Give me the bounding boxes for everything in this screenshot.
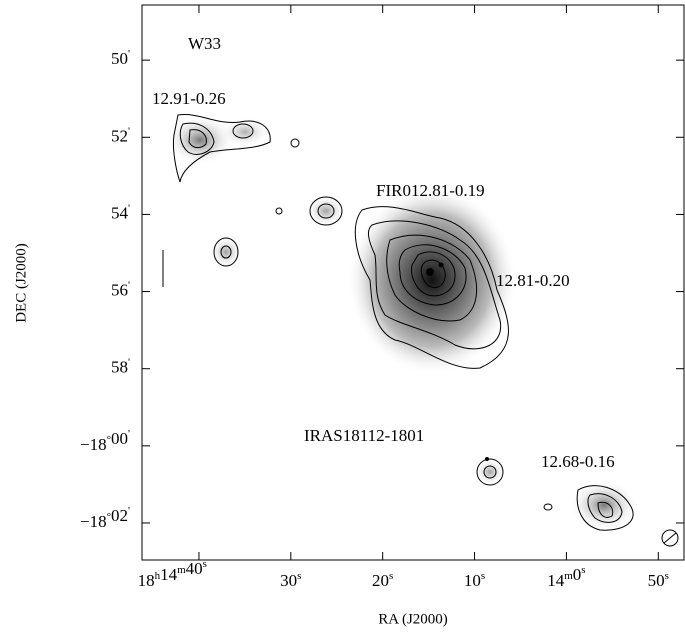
x-axis-label: RA (J2000) bbox=[378, 611, 448, 627]
annotation: W33 bbox=[188, 34, 221, 53]
annotation: 12.68-0.16 bbox=[541, 452, 615, 471]
annotation: 12.81-0.20 bbox=[496, 271, 570, 290]
x-tick-label: 14m0s bbox=[547, 564, 585, 590]
y-tick-label: 54' bbox=[111, 202, 130, 222]
x-tick-label: 50s bbox=[648, 570, 669, 590]
emission-image bbox=[165, 115, 639, 530]
annotation: 12.91-0.26 bbox=[152, 89, 226, 108]
x-tick-label: 10s bbox=[464, 570, 485, 590]
x-tick-label: 18h14m40s bbox=[138, 558, 207, 590]
y-tick-label: 50' bbox=[111, 48, 130, 68]
annotation: IRAS18112-1801 bbox=[304, 426, 424, 445]
y-tick-label: −18°02' bbox=[80, 505, 130, 531]
x-tick-label: 30s bbox=[280, 570, 301, 590]
y-tick-label: 58' bbox=[111, 356, 130, 376]
y-tick-label: 56' bbox=[111, 279, 130, 299]
y-tick-label: −18°00' bbox=[80, 427, 130, 453]
x-tick-label: 20s bbox=[372, 570, 393, 590]
plot-frame bbox=[141, 4, 685, 561]
contours bbox=[162, 114, 679, 547]
y-axis-label: DEC (J2000) bbox=[13, 243, 29, 323]
y-tick-label: 52' bbox=[111, 125, 130, 145]
annotation: FIR012.81-0.19 bbox=[376, 181, 485, 200]
